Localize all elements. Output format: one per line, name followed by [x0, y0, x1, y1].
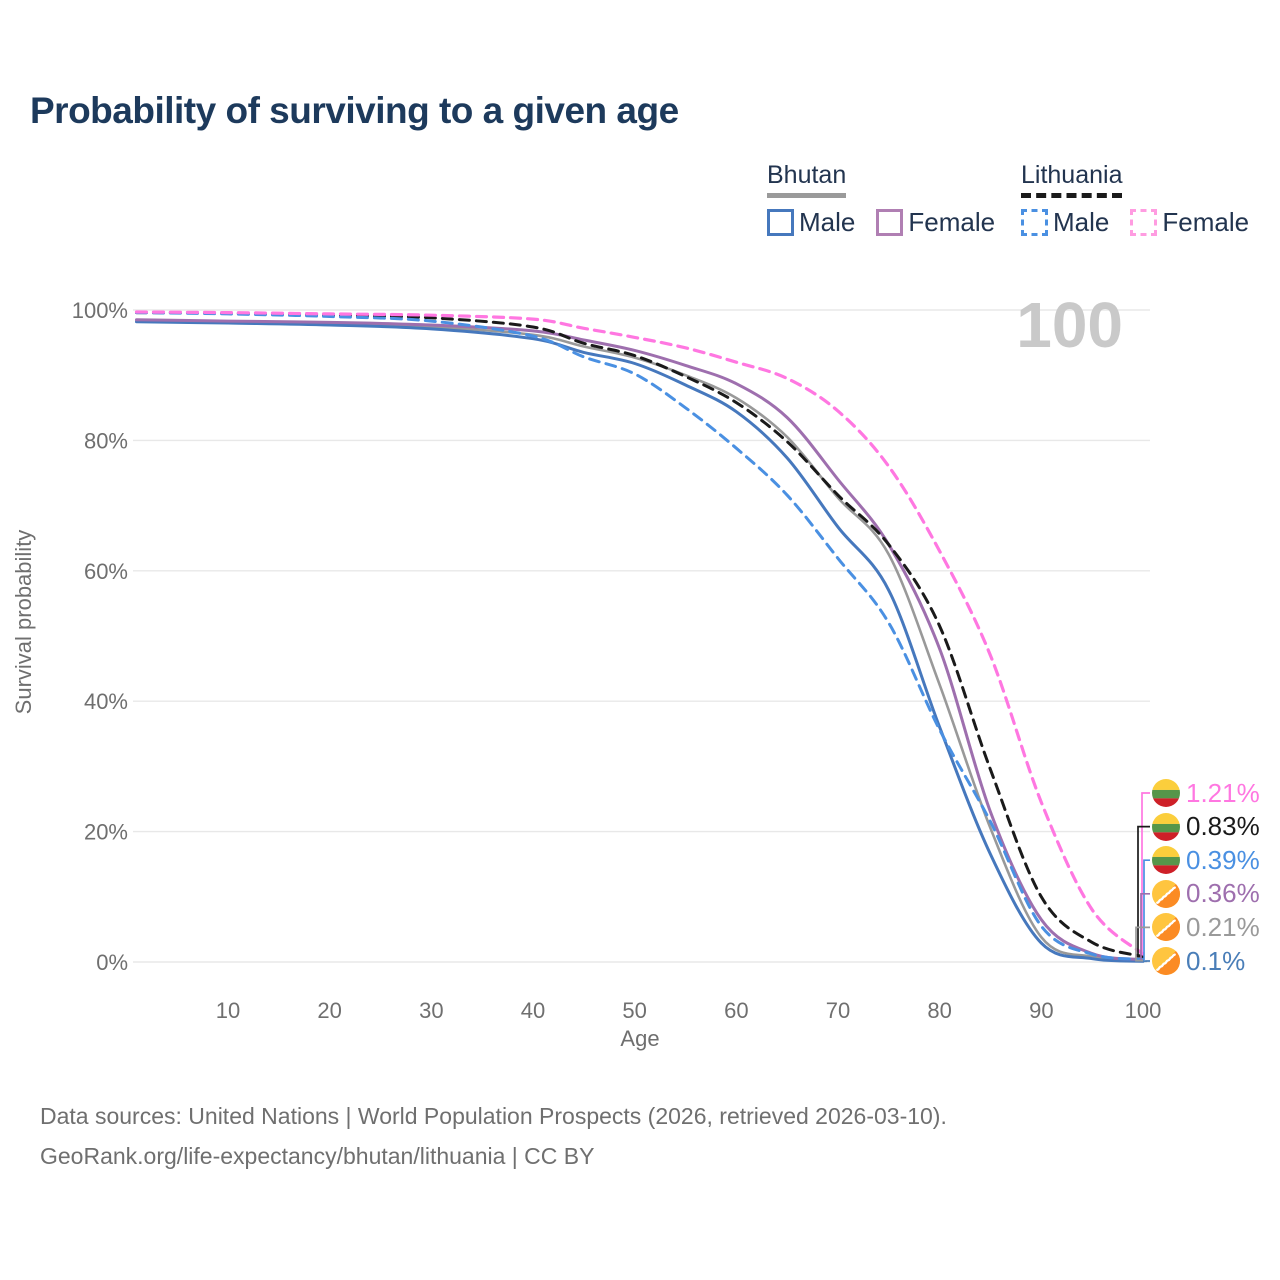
end-label-bhutan-female: 0.36% — [1152, 877, 1260, 911]
x-tick-label: 90 — [1029, 998, 1053, 1023]
legend-item-lithuania-female[interactable]: Female — [1130, 207, 1249, 238]
end-label-leader-line — [1135, 926, 1150, 962]
y-tick-label: 60% — [84, 559, 128, 584]
end-percentage-value: 0.39% — [1186, 844, 1260, 875]
end-percentage-value: 0.1% — [1186, 945, 1246, 976]
curve-lithuania-male — [135, 311, 1145, 961]
x-tick-label: 30 — [419, 998, 443, 1023]
legend-item-lithuania-male[interactable]: Male — [1021, 207, 1109, 238]
legend-country-bhutan[interactable]: Bhutan — [767, 161, 847, 198]
legend-group-bhutan: Bhutan Male Female — [767, 161, 1016, 238]
y-tick-label: 0% — [96, 950, 128, 975]
legend-item-bhutan-male[interactable]: Male — [767, 207, 855, 238]
curve-lithuania-female — [134, 310, 1145, 956]
x-tick-label: 10 — [216, 998, 240, 1023]
watermark-age-counter: 100 — [1016, 289, 1123, 361]
legend-group-lithuania: Lithuania Male Female — [1021, 161, 1270, 238]
legend-item-label: Female — [908, 207, 996, 237]
x-tick-label: 70 — [826, 998, 850, 1023]
end-percentage-value: 0.21% — [1186, 911, 1260, 942]
end-percentage-value: 0.83% — [1186, 811, 1260, 842]
end-label-lithuania-female: 1.21% — [1152, 776, 1260, 810]
legend-item-label: Male — [799, 207, 856, 237]
legend-item-bhutan-female[interactable]: Female — [876, 207, 995, 238]
footer-data-sources: Data sources: United Nations | World Pop… — [40, 1103, 947, 1129]
x-tick-label: 80 — [927, 998, 951, 1023]
lithuania-flag-icon — [1152, 846, 1180, 875]
curve-bhutan-total — [135, 319, 1145, 962]
x-tick-label: 60 — [724, 998, 748, 1023]
x-tick-label: 40 — [521, 998, 545, 1023]
lithuania-flag-icon — [1152, 812, 1180, 841]
curve-bhutan-female — [135, 318, 1145, 962]
legend-dashed-line-sample — [1021, 193, 1123, 198]
end-percentage-value: 0.36% — [1186, 878, 1260, 909]
y-tick-label: 100% — [72, 298, 128, 323]
end-label-lithuania-male: 0.39% — [1152, 843, 1260, 877]
end-label-lithuania-total: 0.83% — [1152, 810, 1260, 844]
y-tick-label: 20% — [84, 820, 128, 845]
legend-country-lithuania[interactable]: Lithuania — [1021, 161, 1123, 198]
end-percentage-value: 1.21% — [1186, 777, 1260, 808]
legend-solid-line-sample — [767, 193, 847, 198]
bhutan-flag-icon — [1152, 947, 1180, 975]
curve-lithuania-total — [135, 311, 1145, 959]
legend-item-label: Female — [1162, 207, 1250, 237]
x-tick-label: 20 — [317, 998, 341, 1023]
bhutan-flag-icon — [1152, 913, 1180, 942]
end-label-bhutan-male: 0.1% — [1152, 944, 1245, 978]
page-title: Probability of surviving to a given age — [30, 90, 679, 131]
legend-swatch-icon — [1021, 209, 1048, 236]
footer-attribution: GeoRank.org/life-expectancy/bhutan/lithu… — [40, 1143, 595, 1169]
x-tick-label: 100 — [1125, 998, 1162, 1023]
legend-item-label: Male — [1053, 207, 1110, 237]
legend-swatch-icon — [1130, 209, 1158, 236]
end-label-leader-line — [1143, 859, 1150, 961]
y-tick-label: 40% — [84, 689, 128, 714]
bhutan-flag-icon — [1152, 879, 1180, 908]
legend-swatch-icon — [767, 209, 794, 236]
x-axis-title: Age — [620, 1026, 660, 1051]
end-label-leader-line — [1141, 792, 1150, 955]
lithuania-flag-icon — [1152, 779, 1180, 807]
y-tick-label: 80% — [84, 428, 128, 453]
x-tick-label: 50 — [622, 998, 646, 1023]
end-label-bhutan-total: 0.21% — [1152, 910, 1260, 944]
legend-swatch-icon — [876, 209, 904, 236]
curve-bhutan-male — [135, 320, 1145, 963]
